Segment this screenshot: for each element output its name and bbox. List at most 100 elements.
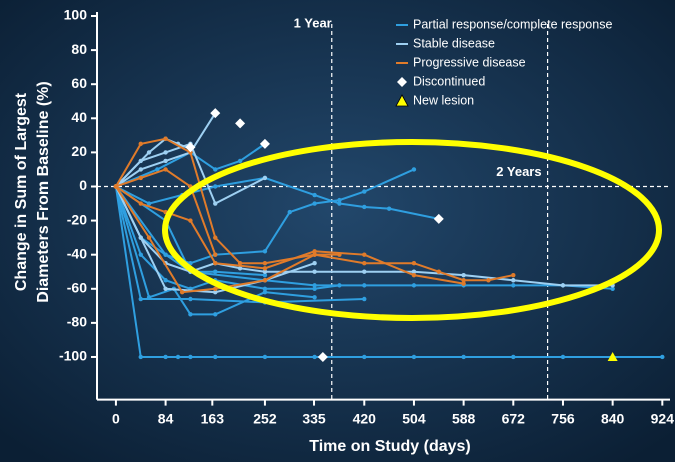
series-point: [262, 175, 268, 181]
discontinued-marker: [185, 142, 196, 153]
series-point: [511, 354, 516, 360]
series-point: [262, 278, 268, 283]
series-point: [312, 192, 317, 198]
legend-swatch: [395, 94, 409, 107]
x-tick-label: 924: [651, 410, 675, 426]
series-point: [312, 283, 317, 288]
x-tick-label: 163: [201, 410, 225, 426]
series-point: [411, 354, 417, 360]
series-point: [146, 201, 152, 206]
x-tick-label: 504: [402, 410, 426, 426]
series-point: [188, 312, 193, 317]
legend-label: Partial response/complete response: [413, 17, 612, 31]
y-tick-label: 60: [71, 75, 87, 91]
series-point: [213, 354, 218, 360]
y-axis-title: Diameters From Baseline (%): [35, 81, 52, 302]
series-point: [312, 295, 317, 300]
series-point: [155, 167, 160, 172]
series-point: [461, 278, 466, 283]
series-point: [237, 266, 243, 271]
series-point: [511, 283, 516, 288]
x-tick-label: 672: [502, 410, 526, 426]
series-point: [337, 283, 342, 288]
series-point: [213, 269, 218, 274]
series-point: [411, 272, 417, 278]
series-point: [188, 150, 193, 155]
x-tick-label: 335: [302, 410, 326, 426]
series-point: [163, 167, 168, 172]
series-line: [115, 176, 439, 220]
series-point: [461, 354, 466, 360]
series-point: [411, 261, 417, 266]
series-point: [262, 272, 268, 278]
y-tick-label: -60: [67, 279, 87, 295]
series-point: [411, 167, 417, 172]
series-point: [610, 286, 615, 291]
discontinued-marker: [235, 118, 246, 129]
series-point: [262, 286, 268, 291]
series-point: [362, 204, 367, 210]
legend-label: Discontinued: [413, 74, 485, 88]
series-point: [237, 158, 243, 164]
series-point: [213, 167, 218, 172]
series-point: [362, 269, 367, 274]
series-point: [511, 278, 516, 283]
series-point: [337, 197, 342, 203]
series-point: [188, 218, 193, 223]
series-point: [138, 296, 143, 302]
series-point: [262, 354, 268, 360]
y-tick-label: 20: [71, 143, 87, 159]
series-point: [386, 206, 392, 211]
series-point: [461, 272, 466, 278]
series-point: [163, 354, 168, 360]
series-point: [461, 281, 466, 286]
series-point: [188, 261, 193, 266]
series-point: [138, 354, 143, 360]
series-point: [138, 141, 143, 147]
series-point: [213, 252, 218, 257]
series-point: [138, 252, 143, 257]
y-axis-title: Change in Sum of Largest: [13, 92, 30, 291]
series-point: [660, 354, 665, 360]
series-point: [337, 252, 342, 257]
series-point: [560, 283, 566, 288]
series-point: [560, 354, 566, 360]
series-point: [138, 175, 143, 181]
discontinued-marker: [259, 138, 270, 149]
series-point: [213, 235, 218, 240]
y-tick-label: 0: [79, 177, 87, 193]
series-point: [163, 158, 168, 164]
series-point: [179, 289, 185, 295]
series-point: [163, 252, 168, 257]
series-point: [312, 261, 317, 266]
y-tick-label: -80: [67, 314, 87, 330]
series-point: [188, 296, 193, 302]
series-point: [362, 354, 367, 360]
legend-label: Progressive disease: [413, 55, 526, 69]
series-line: [115, 143, 266, 188]
series-point: [312, 201, 317, 206]
x-tick-label: 756: [551, 410, 575, 426]
series-point: [175, 354, 181, 360]
series-point: [237, 261, 243, 266]
series-point: [262, 269, 268, 274]
series-point: [486, 278, 491, 283]
series-point: [262, 249, 268, 254]
discontinued-marker: [433, 213, 444, 224]
series-point: [337, 201, 342, 206]
x-tick-label: 0: [112, 410, 120, 426]
series-point: [262, 289, 268, 295]
new-lesion-marker: [607, 351, 618, 361]
series-point: [262, 266, 268, 271]
series-point: [113, 184, 119, 189]
legend-label: Stable disease: [413, 36, 495, 50]
series-point: [312, 269, 317, 274]
series-point: [163, 136, 168, 141]
y-tick-label: 40: [71, 109, 87, 125]
reference-label: 2 Years: [496, 164, 541, 179]
series-point: [362, 189, 367, 194]
x-tick-label: 84: [158, 410, 174, 426]
series-line: [114, 186, 340, 290]
series-point: [411, 283, 417, 288]
